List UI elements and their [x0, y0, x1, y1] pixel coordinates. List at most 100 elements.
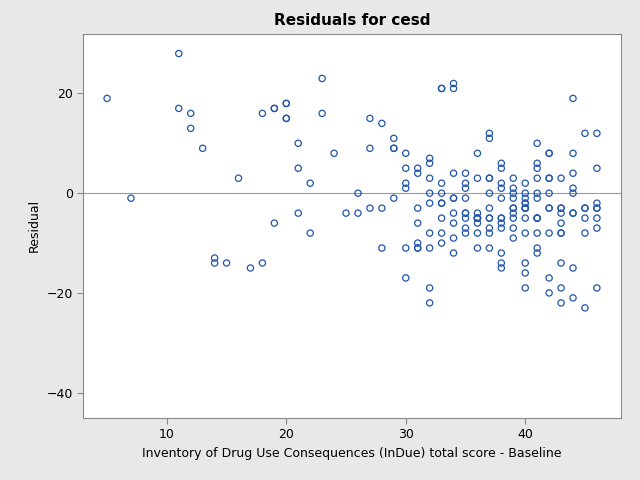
Point: [293, 209, 303, 217]
Point: [568, 149, 578, 157]
Point: [520, 204, 531, 212]
Point: [329, 149, 339, 157]
Point: [568, 95, 578, 102]
Point: [186, 109, 196, 117]
Point: [365, 204, 375, 212]
Point: [341, 209, 351, 217]
Point: [532, 214, 542, 222]
Point: [424, 299, 435, 307]
Point: [508, 204, 518, 212]
Point: [413, 244, 423, 252]
Point: [484, 224, 495, 232]
Point: [198, 144, 208, 152]
Point: [377, 204, 387, 212]
Point: [401, 274, 411, 282]
Point: [413, 219, 423, 227]
Point: [305, 229, 316, 237]
Point: [449, 234, 459, 242]
Point: [424, 199, 435, 207]
Point: [484, 204, 495, 212]
Y-axis label: Residual: Residual: [28, 199, 41, 252]
Point: [460, 209, 470, 217]
Point: [234, 174, 244, 182]
Point: [460, 169, 470, 177]
Point: [484, 189, 495, 197]
Point: [401, 184, 411, 192]
Point: [449, 80, 459, 87]
Point: [281, 115, 291, 122]
Point: [377, 244, 387, 252]
Point: [388, 194, 399, 202]
Point: [401, 149, 411, 157]
Point: [496, 159, 506, 167]
Point: [592, 224, 602, 232]
Point: [544, 289, 554, 297]
Point: [496, 214, 506, 222]
Point: [388, 144, 399, 152]
Point: [460, 229, 470, 237]
Point: [424, 244, 435, 252]
Point: [269, 105, 280, 112]
Point: [568, 209, 578, 217]
Point: [484, 134, 495, 142]
Point: [484, 174, 495, 182]
Point: [449, 169, 459, 177]
Point: [580, 214, 590, 222]
Point: [508, 224, 518, 232]
Point: [460, 214, 470, 222]
Point: [472, 244, 483, 252]
Point: [568, 209, 578, 217]
Point: [293, 165, 303, 172]
Point: [532, 165, 542, 172]
Point: [496, 194, 506, 202]
Point: [568, 294, 578, 302]
Point: [424, 155, 435, 162]
Point: [484, 229, 495, 237]
Point: [496, 224, 506, 232]
Point: [508, 209, 518, 217]
Point: [317, 75, 327, 83]
Point: [460, 224, 470, 232]
Point: [436, 229, 447, 237]
Point: [592, 204, 602, 212]
Point: [484, 244, 495, 252]
Point: [472, 229, 483, 237]
Point: [281, 99, 291, 107]
Point: [520, 259, 531, 267]
Point: [436, 84, 447, 92]
Point: [472, 174, 483, 182]
Point: [388, 134, 399, 142]
Point: [520, 214, 531, 222]
Point: [413, 204, 423, 212]
Point: [413, 244, 423, 252]
Point: [520, 189, 531, 197]
Point: [496, 180, 506, 187]
Point: [281, 115, 291, 122]
Point: [401, 165, 411, 172]
Point: [520, 199, 531, 207]
Point: [508, 214, 518, 222]
Point: [520, 204, 531, 212]
Point: [413, 239, 423, 247]
Point: [484, 214, 495, 222]
Point: [592, 130, 602, 137]
Point: [556, 204, 566, 212]
Point: [544, 204, 554, 212]
Point: [209, 254, 220, 262]
Point: [544, 149, 554, 157]
Point: [496, 184, 506, 192]
Point: [556, 209, 566, 217]
Point: [532, 214, 542, 222]
Point: [353, 189, 363, 197]
Point: [508, 194, 518, 202]
Point: [424, 189, 435, 197]
Point: [424, 284, 435, 292]
Point: [209, 259, 220, 267]
Point: [556, 259, 566, 267]
Point: [269, 219, 280, 227]
Point: [377, 120, 387, 127]
Point: [568, 264, 578, 272]
Point: [520, 199, 531, 207]
Point: [496, 249, 506, 257]
Point: [532, 159, 542, 167]
